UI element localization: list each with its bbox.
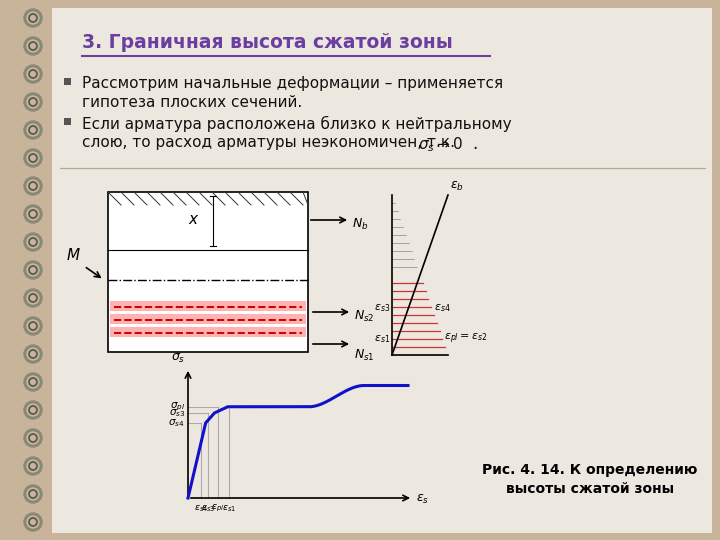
Text: $\sigma_{s4}$: $\sigma_{s4}$ xyxy=(168,417,185,429)
Circle shape xyxy=(24,345,42,363)
Circle shape xyxy=(27,432,39,444)
FancyBboxPatch shape xyxy=(108,192,308,352)
Circle shape xyxy=(27,292,39,304)
Text: $N_{s2}$: $N_{s2}$ xyxy=(354,309,374,324)
Text: $\varepsilon_{s4}$: $\varepsilon_{s4}$ xyxy=(433,302,450,314)
FancyBboxPatch shape xyxy=(110,314,306,324)
Text: $\varepsilon_{pl}= \varepsilon_{s2}$: $\varepsilon_{pl}= \varepsilon_{s2}$ xyxy=(444,332,487,346)
Text: $\varepsilon_s$: $\varepsilon_s$ xyxy=(416,492,429,505)
FancyBboxPatch shape xyxy=(110,327,306,337)
Text: .: . xyxy=(472,135,477,153)
Circle shape xyxy=(27,180,39,192)
Text: слою, то расход арматуры неэкономичен, т.к.: слою, то расход арматуры неэкономичен, т… xyxy=(82,135,455,150)
Text: $\varepsilon_{s3}$: $\varepsilon_{s3}$ xyxy=(201,503,215,514)
Text: $\varepsilon_{s1}$: $\varepsilon_{s1}$ xyxy=(374,333,390,345)
Circle shape xyxy=(24,233,42,251)
Circle shape xyxy=(24,37,42,55)
Text: 3. Граничная высота сжатой зоны: 3. Граничная высота сжатой зоны xyxy=(82,33,453,52)
Text: высоты сжатой зоны: высоты сжатой зоны xyxy=(506,482,674,496)
Circle shape xyxy=(27,236,39,248)
Circle shape xyxy=(24,485,42,503)
Text: $\varepsilon_{s4}$: $\varepsilon_{s4}$ xyxy=(194,503,208,514)
FancyBboxPatch shape xyxy=(52,8,712,533)
Text: Рассмотрим начальные деформации – применяется: Рассмотрим начальные деформации – примен… xyxy=(82,76,503,91)
Text: M: M xyxy=(67,248,80,263)
Circle shape xyxy=(24,429,42,447)
Circle shape xyxy=(27,40,39,52)
Circle shape xyxy=(24,205,42,223)
Text: $\varepsilon_{s1}$: $\varepsilon_{s1}$ xyxy=(222,503,235,514)
Circle shape xyxy=(24,149,42,167)
Text: $\varepsilon_b$: $\varepsilon_b$ xyxy=(450,180,464,193)
Circle shape xyxy=(24,457,42,475)
Text: $N_b$: $N_b$ xyxy=(352,217,369,232)
Text: гипотеза плоских сечений.: гипотеза плоских сечений. xyxy=(82,95,302,110)
Text: $\sigma_{pl}$: $\sigma_{pl}$ xyxy=(170,401,185,413)
Circle shape xyxy=(27,320,39,332)
Circle shape xyxy=(27,516,39,528)
Circle shape xyxy=(27,404,39,416)
Circle shape xyxy=(24,289,42,307)
Circle shape xyxy=(24,513,42,531)
Circle shape xyxy=(27,152,39,164)
Circle shape xyxy=(24,93,42,111)
Text: $N_{s1}$: $N_{s1}$ xyxy=(354,348,374,363)
FancyBboxPatch shape xyxy=(64,78,71,85)
FancyBboxPatch shape xyxy=(64,118,71,125)
Circle shape xyxy=(24,261,42,279)
Circle shape xyxy=(24,65,42,83)
Circle shape xyxy=(24,177,42,195)
Text: $\varepsilon_{pl}$: $\varepsilon_{pl}$ xyxy=(211,503,225,514)
Circle shape xyxy=(27,460,39,472)
Circle shape xyxy=(24,373,42,391)
Circle shape xyxy=(27,12,39,24)
Circle shape xyxy=(27,264,39,276)
Circle shape xyxy=(27,68,39,80)
Text: Если арматура расположена близко к нейтральному: Если арматура расположена близко к нейтр… xyxy=(82,116,512,132)
FancyBboxPatch shape xyxy=(110,301,306,311)
Circle shape xyxy=(27,208,39,220)
Circle shape xyxy=(24,121,42,139)
Circle shape xyxy=(24,9,42,27)
Circle shape xyxy=(27,488,39,500)
Circle shape xyxy=(27,376,39,388)
Text: Рис. 4. 14. К определению: Рис. 4. 14. К определению xyxy=(482,463,698,477)
Text: x: x xyxy=(189,212,197,226)
Text: $\sigma_{s3}$: $\sigma_{s3}$ xyxy=(168,407,185,419)
Text: $\sigma_s \rightarrow 0$: $\sigma_s \rightarrow 0$ xyxy=(418,135,463,154)
Circle shape xyxy=(27,124,39,136)
Text: $\sigma_s$: $\sigma_s$ xyxy=(171,352,185,365)
Text: $\varepsilon_{s3}$: $\varepsilon_{s3}$ xyxy=(374,302,390,314)
Circle shape xyxy=(24,317,42,335)
Circle shape xyxy=(27,348,39,360)
Circle shape xyxy=(24,401,42,419)
Circle shape xyxy=(27,96,39,108)
